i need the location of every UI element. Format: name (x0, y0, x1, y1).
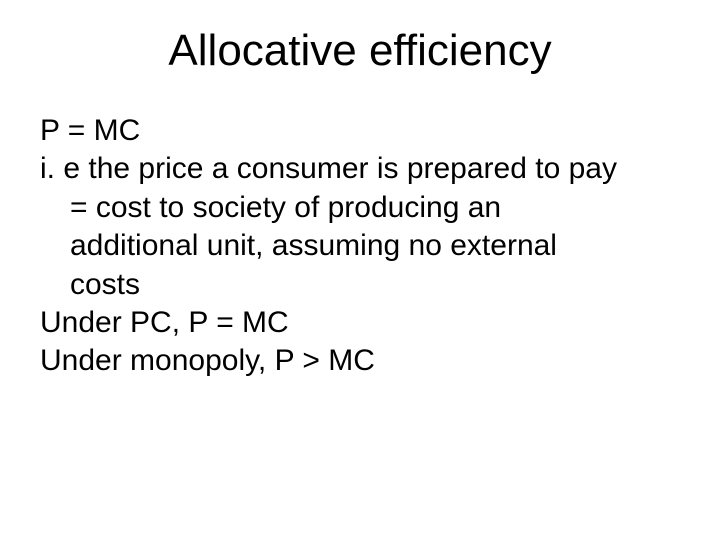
body-line-2: i. e the price a consumer is prepared to… (40, 150, 680, 188)
body-line-1: P = MC (40, 112, 680, 150)
body-line-4: additional unit, assuming no external (40, 227, 680, 265)
slide-body: P = MC i. e the price a consumer is prep… (40, 112, 680, 381)
body-line-3: = cost to society of producing an (40, 189, 680, 227)
body-line-7: Under monopoly, P > MC (40, 342, 680, 380)
body-line-6: Under PC, P = MC (40, 304, 680, 342)
slide-title: Allocative efficiency (40, 26, 680, 76)
slide: Allocative efficiency P = MC i. e the pr… (0, 0, 720, 540)
body-line-5: costs (40, 266, 680, 304)
